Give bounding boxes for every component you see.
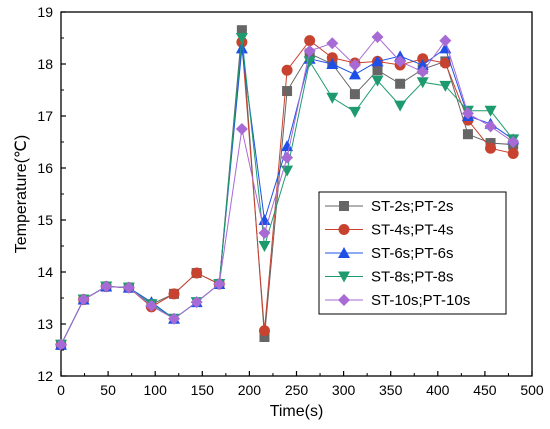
data-point: [372, 65, 383, 76]
data-point: [282, 86, 293, 97]
legend: ST-2s;PT-2s ST-4s;PT-4s ST-6s;PT-6s ST-8s;P…: [318, 191, 507, 315]
data-point: [145, 299, 158, 312]
data-point: [235, 123, 248, 135]
data-point: [303, 56, 316, 68]
data-point: [303, 45, 316, 57]
x-tick-label: 400: [426, 382, 450, 398]
series-layer: [55, 25, 520, 351]
data-point: [258, 241, 271, 252]
data-point: [439, 57, 451, 69]
x-tick-label: 500: [520, 382, 544, 398]
x-axis-title: Time(s): [270, 403, 324, 420]
legend-entry: ST-2s;PT-2s: [325, 198, 454, 215]
data-point: [507, 136, 520, 148]
legend-label: ST-8s;PT-8s: [371, 269, 454, 286]
y-axis-title: Temperature(℃): [13, 135, 30, 253]
data-point: [394, 55, 407, 68]
data-point: [55, 338, 67, 351]
legend-label: ST-4s;PT-4s: [371, 222, 454, 239]
data-point: [394, 100, 407, 112]
data-point: [326, 37, 339, 50]
data-point: [281, 140, 294, 152]
x-tick-label: 0: [57, 382, 65, 398]
data-point: [439, 80, 452, 92]
data-point: [395, 78, 406, 89]
data-point: [191, 267, 203, 279]
y-tick-label: 14: [37, 264, 53, 280]
y-tick-label: 16: [37, 160, 53, 176]
data-point: [416, 77, 429, 89]
y-tick-label: 13: [37, 316, 53, 332]
data-point: [258, 325, 270, 337]
data-point: [100, 280, 113, 293]
data-point: [462, 129, 473, 140]
data-point: [236, 25, 247, 36]
x-tick-label: 450: [473, 382, 497, 398]
data-point: [213, 277, 226, 290]
data-point: [235, 42, 248, 54]
data-point: [122, 281, 135, 294]
data-point: [485, 142, 497, 154]
x-tick-label: 200: [238, 382, 262, 398]
legend-label: ST-6s;PT-6s: [371, 245, 454, 262]
data-point: [304, 35, 316, 47]
data-point: [326, 58, 339, 69]
data-point: [281, 64, 293, 76]
legend-marker: [338, 271, 350, 283]
legend-marker: [338, 247, 350, 258]
data-point: [168, 288, 180, 300]
legend-entry: ST-10s;PT-10s: [325, 292, 470, 309]
legend-marker: [338, 224, 350, 235]
series-5: [55, 30, 520, 351]
data-point: [281, 151, 294, 164]
legend-marker: [338, 294, 350, 306]
x-tick-label: 100: [144, 382, 168, 398]
data-point: [371, 30, 384, 43]
x-tick-label: 50: [100, 382, 116, 398]
y-tick-label: 18: [37, 56, 53, 72]
data-point: [348, 59, 361, 72]
data-point: [258, 227, 271, 239]
data-point: [348, 106, 361, 118]
y-tick-label: 17: [37, 108, 53, 124]
legend-entry: ST-8s;PT-8s: [325, 269, 454, 286]
x-tick-label: 150: [191, 382, 215, 398]
data-point: [461, 107, 474, 120]
data-point: [326, 52, 338, 64]
legend-marker: [339, 201, 349, 211]
data-point: [484, 120, 497, 133]
x-tick-label: 300: [332, 382, 356, 398]
data-point: [371, 55, 384, 67]
data-point: [190, 296, 203, 309]
legend-entry: ST-4s;PT-4s: [325, 222, 454, 239]
legend-label: ST-2s;PT-2s: [371, 198, 454, 215]
data-point: [507, 147, 519, 159]
data-point: [168, 312, 181, 325]
data-point: [484, 105, 497, 117]
x-tick-label: 350: [379, 382, 403, 398]
data-point: [326, 92, 339, 104]
axes-layer: 0 50 100 150 200 250 300 350 400 450 500 12 13 14 15 16…: [37, 4, 543, 398]
data-point: [417, 53, 429, 65]
legend-entry: ST-6s;PT-6s: [325, 245, 454, 262]
y-tick-label: 15: [37, 212, 53, 228]
data-point: [349, 89, 360, 100]
data-point: [348, 68, 361, 80]
data-point: [416, 65, 429, 78]
y-tick-label: 19: [37, 4, 53, 20]
y-tick-label: 12: [37, 368, 53, 384]
legend-label: ST-10s;PT-10s: [371, 292, 470, 309]
data-point: [77, 293, 90, 306]
x-tick-label: 250: [285, 382, 309, 398]
data-point: [259, 332, 270, 342]
data-point: [235, 33, 248, 44]
data-point: [371, 75, 384, 87]
data-point: [439, 34, 452, 47]
